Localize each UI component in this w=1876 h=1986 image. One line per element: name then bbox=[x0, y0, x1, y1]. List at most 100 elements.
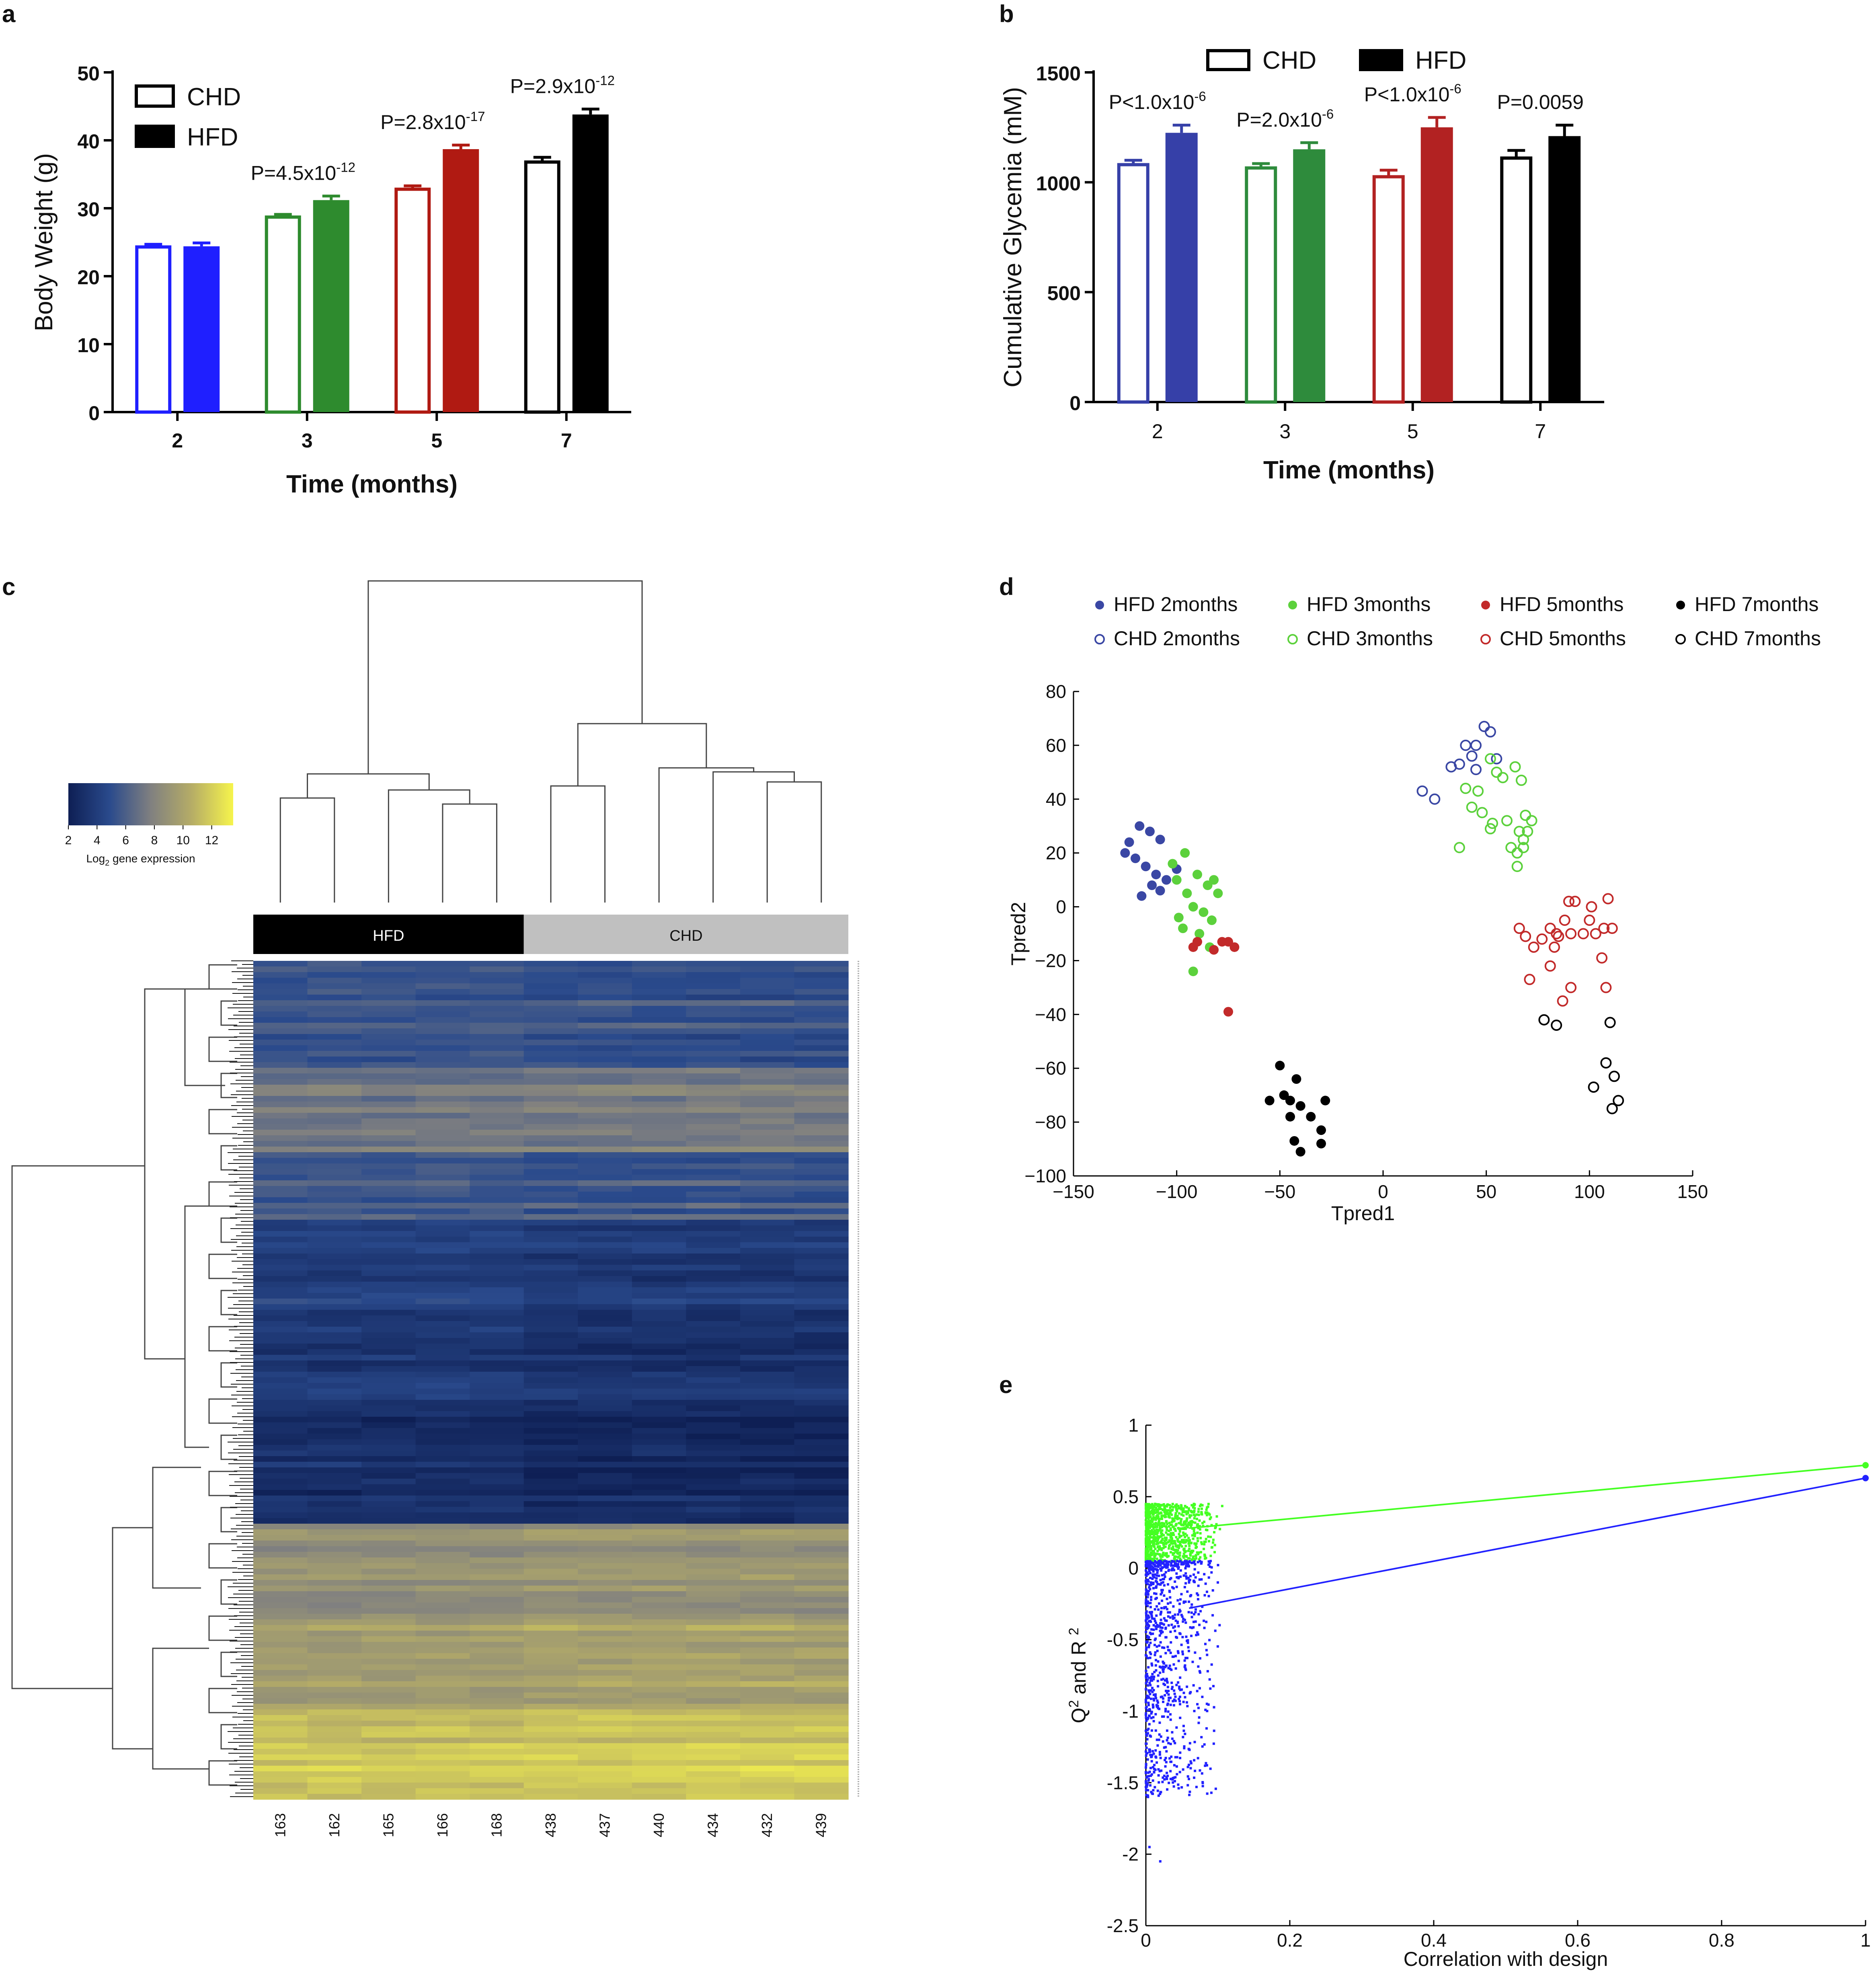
colorbar-tick-label: 6 bbox=[122, 834, 129, 847]
outlier-point bbox=[1147, 1795, 1149, 1798]
scatter-point bbox=[1285, 1112, 1295, 1122]
scatter-point bbox=[1544, 923, 1556, 934]
dendrogram-link bbox=[152, 1647, 209, 1770]
scatter-point bbox=[1509, 761, 1521, 773]
scatter-point bbox=[1557, 995, 1568, 1007]
bar-chd bbox=[265, 215, 301, 414]
scatter-point bbox=[1229, 942, 1240, 952]
scatter-point bbox=[1484, 726, 1496, 738]
panel-a-body-weight-chart: 0 10 20 30 40 50 Body Weight (g) 2 3 5 7 Time (mont… bbox=[30, 62, 631, 498]
scatter-point bbox=[1520, 809, 1531, 821]
row-dendrogram bbox=[11, 964, 237, 1786]
y-tick-label: 50 bbox=[77, 62, 100, 85]
dendrogram-link bbox=[550, 785, 606, 903]
scatter-point bbox=[1613, 1095, 1624, 1106]
scatter-point bbox=[1518, 842, 1529, 853]
bar-hfd bbox=[1165, 133, 1198, 402]
scatter-point bbox=[1320, 1096, 1330, 1106]
p-value-annotation: P<1.0x10-6 bbox=[1364, 81, 1461, 106]
x-axis-label: Tpred1 bbox=[1331, 1202, 1395, 1225]
y-tick-label: -2.5 bbox=[1107, 1915, 1139, 1936]
legend-marker bbox=[1676, 601, 1685, 609]
y-tick-label: −60 bbox=[1035, 1058, 1066, 1079]
row-dendrogram-leaves bbox=[228, 960, 253, 1797]
scatter-point bbox=[1470, 764, 1482, 776]
legend-label: HFD 5months bbox=[1500, 593, 1624, 615]
scatter-point bbox=[1289, 1136, 1299, 1146]
x-tick-label: 0.8 bbox=[1709, 1930, 1734, 1951]
dendrogram-link bbox=[11, 1165, 145, 1689]
scatter-point bbox=[1563, 896, 1574, 907]
scatter-point bbox=[1209, 945, 1219, 955]
y-tick-label: −100 bbox=[1024, 1165, 1066, 1186]
design-point-r2 bbox=[1862, 1462, 1869, 1469]
bar-hfd bbox=[183, 246, 220, 412]
dendrogram-link bbox=[208, 1471, 237, 1496]
scatter-point bbox=[1141, 862, 1151, 872]
group-bar-hfd bbox=[253, 915, 524, 954]
x-axis-label: Time (months) bbox=[1263, 456, 1435, 484]
series-chd-7months bbox=[1538, 1014, 1624, 1114]
scatter-point bbox=[1515, 774, 1527, 786]
legend-marker bbox=[1480, 634, 1491, 644]
x-tick-label: 2 bbox=[1152, 420, 1163, 443]
scatter-point bbox=[1316, 1125, 1326, 1135]
colorbar-tick-label: 10 bbox=[177, 834, 190, 847]
panel-e-correlation-scatter: 0 0.2 0.4 0.6 0.8 1 -2.5 -2 -1.5 -1 -0.5 0 0.5 1 Corre… bbox=[1066, 1415, 1871, 1970]
trend-line-r2 bbox=[1189, 1464, 1866, 1529]
scatter-point bbox=[1291, 1074, 1301, 1084]
legend-label: HFD bbox=[1415, 47, 1466, 74]
dendrogram-link bbox=[208, 1688, 237, 1713]
panel-letter-e: e bbox=[999, 1371, 1012, 1398]
p-value-annotation: P=2.0x10-6 bbox=[1236, 107, 1334, 131]
scatter-point bbox=[1505, 842, 1517, 853]
bar-hfd bbox=[443, 149, 479, 412]
scatter-point bbox=[1131, 853, 1140, 864]
scatter-point bbox=[1193, 870, 1202, 880]
dendrogram-link bbox=[208, 964, 237, 990]
scatter-point bbox=[1147, 880, 1157, 890]
x-tick-label: 100 bbox=[1574, 1181, 1605, 1202]
scatter-point bbox=[1453, 842, 1465, 853]
dendrogram-link bbox=[220, 1362, 237, 1388]
scatter-point bbox=[1466, 750, 1478, 762]
scatter-point bbox=[1491, 753, 1502, 765]
scatter-point bbox=[1520, 931, 1531, 942]
dendrogram-link bbox=[307, 773, 430, 798]
scatter-point bbox=[1145, 827, 1155, 837]
scatter-point bbox=[1223, 1007, 1233, 1017]
dendrogram-link bbox=[220, 1073, 237, 1098]
scatter-point bbox=[1600, 982, 1612, 993]
legend-label: CHD 3months bbox=[1307, 627, 1433, 650]
y-tick-label: -1.5 bbox=[1107, 1772, 1139, 1793]
outlier-point bbox=[1159, 1860, 1162, 1863]
scatter-point bbox=[1528, 941, 1539, 953]
y-tick-label: 20 bbox=[1046, 843, 1066, 864]
heatmap-cells bbox=[253, 961, 849, 1800]
series-hfd-7months bbox=[1264, 1061, 1330, 1157]
sample-label: 434 bbox=[705, 1813, 721, 1837]
outlier-points bbox=[1147, 1559, 1219, 1863]
scatter-point bbox=[1137, 891, 1147, 901]
sample-label: 168 bbox=[488, 1813, 505, 1837]
scatter-point bbox=[1538, 1014, 1550, 1026]
y-tick-label: 60 bbox=[1046, 735, 1066, 756]
y-tick-label: 0 bbox=[1069, 392, 1081, 414]
legend-label: CHD bbox=[1262, 47, 1316, 74]
scatter-point bbox=[1511, 861, 1523, 872]
scatter-point bbox=[1135, 821, 1145, 831]
trend-line-q2 bbox=[1189, 1477, 1866, 1609]
bar-hfd bbox=[1420, 127, 1453, 402]
legend-marker bbox=[1287, 634, 1298, 644]
sample-label: 166 bbox=[434, 1813, 451, 1837]
scatter-point bbox=[1524, 974, 1535, 985]
y-tick-label: −80 bbox=[1035, 1112, 1066, 1133]
dendrogram-link bbox=[220, 1145, 237, 1171]
legend-marker bbox=[1094, 634, 1105, 644]
x-axis-label: Time (months) bbox=[286, 470, 458, 498]
scatter-point bbox=[1551, 1020, 1562, 1031]
x-tick-label: 50 bbox=[1476, 1181, 1496, 1202]
y-tick-label: 1500 bbox=[1036, 62, 1081, 85]
legend-label: CHD 5months bbox=[1500, 627, 1626, 650]
sample-label: 163 bbox=[272, 1813, 288, 1837]
